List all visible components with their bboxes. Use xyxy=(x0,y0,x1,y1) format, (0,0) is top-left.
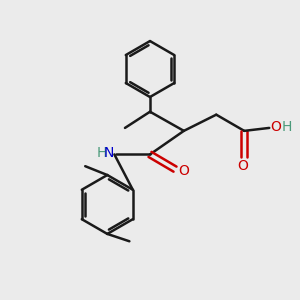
Text: H: H xyxy=(96,146,107,160)
Text: N: N xyxy=(104,146,114,160)
Text: O: O xyxy=(237,159,248,173)
Text: H: H xyxy=(282,120,292,134)
Text: O: O xyxy=(271,120,282,134)
Text: O: O xyxy=(178,164,189,178)
